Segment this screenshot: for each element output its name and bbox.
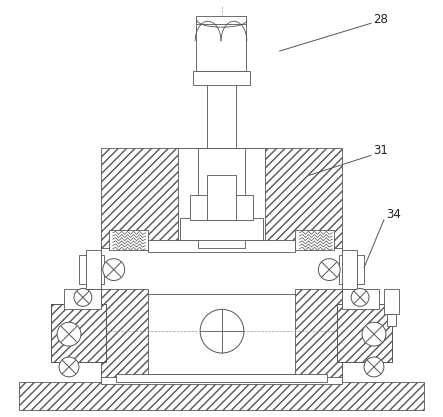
- Bar: [342, 289, 379, 309]
- Bar: [109, 230, 148, 250]
- Bar: [51, 304, 106, 362]
- Bar: [51, 304, 106, 362]
- Bar: [384, 289, 399, 314]
- Bar: [101, 289, 342, 377]
- Circle shape: [59, 357, 79, 377]
- Polygon shape: [101, 289, 148, 377]
- Bar: [196, 21, 246, 71]
- Text: 28: 28: [373, 13, 388, 26]
- Circle shape: [351, 289, 369, 306]
- Bar: [148, 240, 295, 252]
- Bar: [180, 218, 263, 240]
- Bar: [342, 250, 357, 289]
- Circle shape: [57, 322, 81, 346]
- Polygon shape: [295, 289, 342, 377]
- Bar: [387, 314, 396, 326]
- Circle shape: [200, 309, 244, 353]
- Circle shape: [364, 357, 384, 377]
- Bar: [86, 250, 101, 289]
- Bar: [79, 255, 104, 284]
- Text: 34: 34: [386, 208, 401, 221]
- Circle shape: [103, 259, 124, 281]
- Bar: [101, 245, 342, 294]
- Bar: [207, 175, 236, 220]
- Bar: [19, 382, 424, 409]
- Circle shape: [362, 322, 386, 346]
- Bar: [295, 230, 334, 250]
- Bar: [337, 304, 392, 362]
- Bar: [101, 374, 342, 384]
- Bar: [116, 374, 327, 382]
- Bar: [207, 81, 236, 148]
- Bar: [198, 148, 245, 248]
- Bar: [337, 304, 392, 362]
- Bar: [193, 71, 250, 85]
- Bar: [64, 289, 101, 309]
- Bar: [101, 148, 342, 248]
- Text: 31: 31: [373, 144, 388, 157]
- Circle shape: [319, 259, 340, 281]
- Bar: [178, 148, 265, 248]
- Circle shape: [74, 289, 92, 306]
- Bar: [196, 16, 246, 24]
- Bar: [339, 255, 364, 284]
- Bar: [190, 195, 253, 220]
